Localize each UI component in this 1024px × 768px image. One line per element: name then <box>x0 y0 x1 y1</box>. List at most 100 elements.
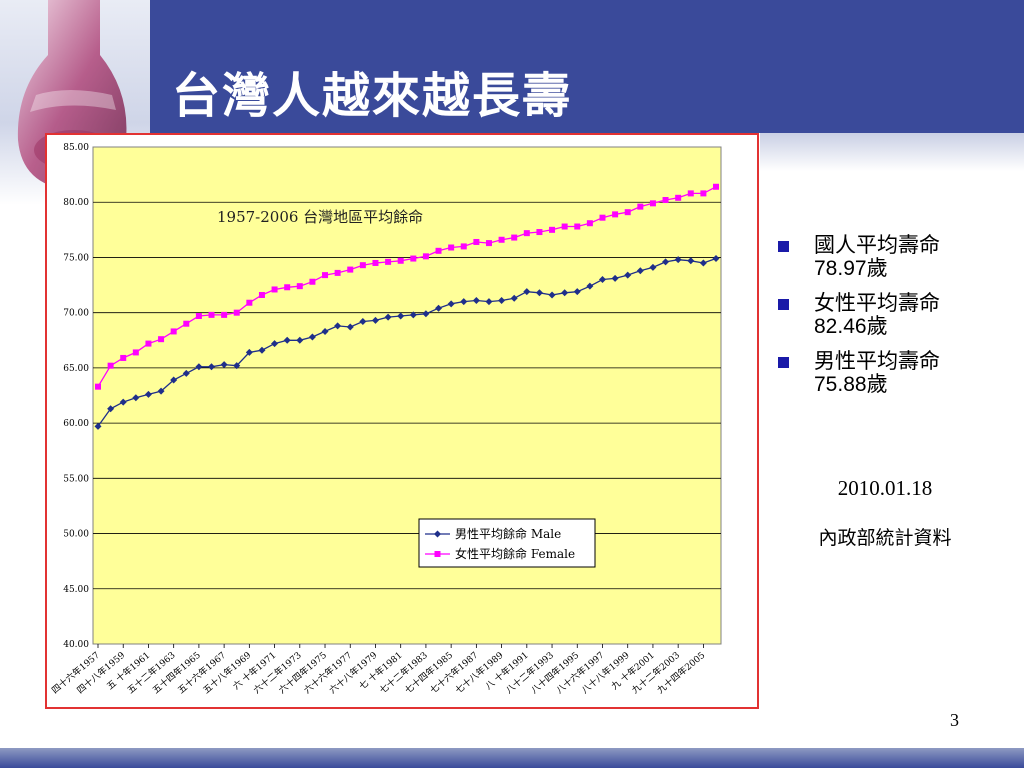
stat-unit: 歲 <box>866 372 888 396</box>
source-label: 內政部統計資料 <box>818 527 952 549</box>
y-tick-label: 80.00 <box>63 198 89 208</box>
stat-label: 國人平均壽命 <box>814 233 940 257</box>
female-data-point <box>347 266 354 273</box>
female-data-point <box>612 211 619 218</box>
female-data-point <box>485 240 492 247</box>
female-data-point <box>322 272 329 279</box>
female-data-point <box>662 197 669 204</box>
male-data-point <box>107 405 115 413</box>
male-data-point <box>334 322 342 330</box>
male-data-point <box>144 390 152 398</box>
female-data-point <box>498 236 505 243</box>
female-data-point <box>334 269 341 276</box>
male-data-point <box>208 363 216 371</box>
female-data-point <box>523 230 530 237</box>
male-data-point <box>233 362 241 370</box>
female-data-point <box>271 286 278 293</box>
bullet-square-icon <box>778 241 789 252</box>
male-data-point <box>687 257 695 265</box>
male-data-point <box>472 297 480 305</box>
y-tick-label: 70.00 <box>63 309 89 319</box>
male-data-point <box>674 256 682 264</box>
male-data-point <box>561 289 569 297</box>
male-data-point <box>535 289 543 297</box>
male-data-point <box>586 282 594 290</box>
title-banner <box>0 0 1024 133</box>
legend-female-marker <box>434 551 441 557</box>
male-data-point <box>485 298 493 306</box>
male-data-point <box>195 363 203 371</box>
female-data-point <box>713 183 719 190</box>
y-axis-ticks: 40.00 45.00 50.00 55.00 60.00 65.00 70.00 75.00… <box>63 143 89 650</box>
male-data-point <box>624 271 632 279</box>
male-data-point <box>321 327 329 335</box>
female-data-point <box>221 311 228 318</box>
gridlines <box>93 201 721 590</box>
male-data-point <box>712 255 720 263</box>
male-data-point <box>636 267 644 275</box>
female-data-point <box>183 320 190 327</box>
chart-frame: 40.00 45.00 50.00 55.00 60.00 65.00 70.00 75.00… <box>45 133 759 709</box>
y-tick-label: 75.00 <box>63 253 89 263</box>
female-data-point <box>599 214 606 221</box>
y-tick-label: 65.00 <box>63 364 89 374</box>
female-data-point <box>700 190 707 197</box>
female-data-point <box>145 340 152 347</box>
male-data-point <box>498 297 506 305</box>
y-tick-label: 45.00 <box>63 585 89 595</box>
male-data-point <box>371 316 379 324</box>
male-data-point <box>258 346 266 354</box>
male-data-point <box>119 398 127 406</box>
stat-value: 82.46 <box>814 315 867 338</box>
female-data-point <box>258 291 265 298</box>
male-data-point <box>359 318 367 326</box>
series-layer <box>94 183 720 430</box>
male-data-point <box>699 259 707 267</box>
female-data-point <box>233 309 240 316</box>
male-data-point <box>182 369 190 377</box>
female-data-point <box>309 278 316 285</box>
female-data-point <box>649 200 656 207</box>
female-data-point <box>385 258 392 265</box>
male-data-point <box>94 422 102 430</box>
female-data-point <box>448 244 455 251</box>
legend-male-marker <box>434 530 441 538</box>
female-data-point <box>195 312 202 319</box>
male-data-point <box>296 336 304 344</box>
female-data-point <box>561 223 568 230</box>
female-data-point <box>170 328 177 335</box>
slide-title: 台灣人越來越長壽 <box>172 68 573 124</box>
male-data-point <box>598 276 606 284</box>
stat-item-male: 男性平均壽命 75.88歲 <box>778 350 998 396</box>
female-data-point <box>132 349 139 356</box>
female-data-point <box>675 194 682 201</box>
female-data-point <box>107 362 114 369</box>
female-data-point <box>120 354 127 361</box>
stat-value: 78.97 <box>814 257 867 280</box>
chart-title: 1957-2006 台灣地區平均餘命 <box>217 208 423 226</box>
male-data-point <box>308 333 316 341</box>
stat-value: 75.88 <box>814 373 867 396</box>
female-data-point <box>586 220 593 227</box>
female-data-point <box>359 262 366 269</box>
male-data-point <box>649 263 657 271</box>
date-label: 2010.01.18 <box>837 476 933 500</box>
female-data-point <box>435 247 442 254</box>
legend-female-label: 女性平均餘命 Female <box>455 546 575 561</box>
male-data-point <box>220 361 228 369</box>
female-data-point <box>296 283 303 290</box>
female-data-point <box>549 226 556 233</box>
female-data-point <box>397 257 404 264</box>
stat-item-overall: 國人平均壽命 78.97歲 <box>778 234 998 280</box>
male-data-point <box>460 298 468 306</box>
female-data-point <box>473 238 480 245</box>
male-data-point <box>548 291 556 299</box>
y-tick-label: 55.00 <box>63 474 89 484</box>
male-data-point <box>384 313 392 321</box>
female-data-point <box>574 223 581 230</box>
page-number: 3 <box>950 710 959 730</box>
stat-label: 女性平均壽命 <box>814 291 940 315</box>
y-tick-label: 50.00 <box>63 530 89 540</box>
male-data-point <box>397 312 405 320</box>
